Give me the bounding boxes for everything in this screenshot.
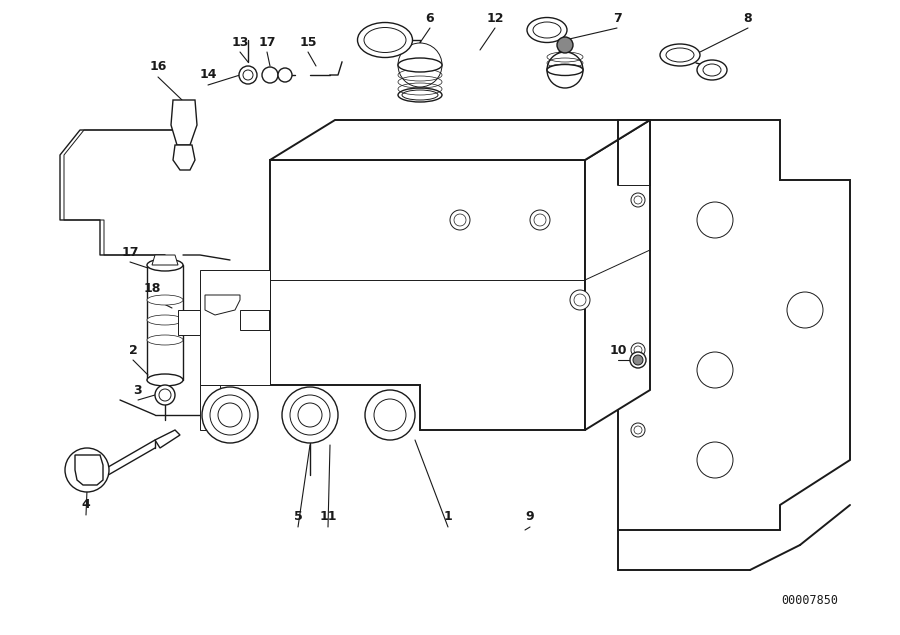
Polygon shape xyxy=(270,120,650,160)
Circle shape xyxy=(631,343,645,357)
Text: 8: 8 xyxy=(743,11,752,25)
Polygon shape xyxy=(173,145,195,170)
Ellipse shape xyxy=(364,27,406,53)
Circle shape xyxy=(454,214,466,226)
Polygon shape xyxy=(585,120,650,430)
Circle shape xyxy=(298,403,322,427)
Ellipse shape xyxy=(398,58,442,72)
Polygon shape xyxy=(178,310,200,335)
Circle shape xyxy=(697,352,733,388)
Polygon shape xyxy=(205,295,240,315)
Circle shape xyxy=(631,423,645,437)
Circle shape xyxy=(155,385,175,405)
Ellipse shape xyxy=(697,60,727,80)
Circle shape xyxy=(450,210,470,230)
Circle shape xyxy=(634,426,642,434)
Polygon shape xyxy=(270,160,585,430)
Text: 12: 12 xyxy=(486,11,504,25)
Text: 14: 14 xyxy=(199,69,217,81)
Circle shape xyxy=(697,442,733,478)
Circle shape xyxy=(570,290,590,310)
Circle shape xyxy=(530,210,550,230)
Text: 15: 15 xyxy=(299,36,317,48)
Text: 00007850: 00007850 xyxy=(781,594,839,606)
Text: 9: 9 xyxy=(526,511,535,523)
Text: 17: 17 xyxy=(258,36,275,48)
Ellipse shape xyxy=(147,259,183,271)
Circle shape xyxy=(574,294,586,306)
Text: 18: 18 xyxy=(143,281,161,295)
Ellipse shape xyxy=(527,18,567,43)
Circle shape xyxy=(374,399,406,431)
Ellipse shape xyxy=(147,335,183,345)
Polygon shape xyxy=(152,255,178,265)
Text: 17: 17 xyxy=(122,246,139,258)
Circle shape xyxy=(634,346,642,354)
Ellipse shape xyxy=(402,90,438,100)
Text: 10: 10 xyxy=(609,344,626,356)
Circle shape xyxy=(787,292,823,328)
Text: 2: 2 xyxy=(129,344,138,356)
Text: 3: 3 xyxy=(134,384,142,396)
Ellipse shape xyxy=(666,48,694,62)
Ellipse shape xyxy=(703,64,721,76)
Circle shape xyxy=(557,37,573,53)
Ellipse shape xyxy=(147,315,183,325)
Polygon shape xyxy=(200,270,270,385)
Circle shape xyxy=(262,67,278,83)
Text: 1: 1 xyxy=(444,511,453,523)
Ellipse shape xyxy=(547,65,583,76)
Circle shape xyxy=(159,389,171,401)
Circle shape xyxy=(65,448,109,492)
Circle shape xyxy=(547,52,583,88)
Circle shape xyxy=(202,387,258,443)
Polygon shape xyxy=(200,385,220,430)
Circle shape xyxy=(634,196,642,204)
Text: 13: 13 xyxy=(231,36,248,48)
Circle shape xyxy=(534,214,546,226)
Circle shape xyxy=(398,43,442,87)
Circle shape xyxy=(239,66,257,84)
Text: 11: 11 xyxy=(320,511,337,523)
Text: 5: 5 xyxy=(293,511,302,523)
Text: 7: 7 xyxy=(613,11,621,25)
Text: 16: 16 xyxy=(149,60,166,74)
Polygon shape xyxy=(155,430,180,448)
Ellipse shape xyxy=(147,374,183,386)
Circle shape xyxy=(282,387,338,443)
Circle shape xyxy=(278,68,292,82)
Circle shape xyxy=(290,395,330,435)
Circle shape xyxy=(218,403,242,427)
Polygon shape xyxy=(171,100,197,145)
Circle shape xyxy=(365,390,415,440)
Text: 4: 4 xyxy=(82,498,90,512)
Text: 6: 6 xyxy=(426,11,435,25)
Circle shape xyxy=(243,70,253,80)
Ellipse shape xyxy=(533,22,561,38)
Circle shape xyxy=(631,193,645,207)
Circle shape xyxy=(210,395,250,435)
Ellipse shape xyxy=(357,22,412,58)
Circle shape xyxy=(630,352,646,368)
Ellipse shape xyxy=(398,88,442,102)
Polygon shape xyxy=(75,455,103,485)
Circle shape xyxy=(633,355,643,365)
Ellipse shape xyxy=(660,44,700,66)
Polygon shape xyxy=(618,120,850,530)
Ellipse shape xyxy=(147,295,183,305)
Circle shape xyxy=(697,202,733,238)
